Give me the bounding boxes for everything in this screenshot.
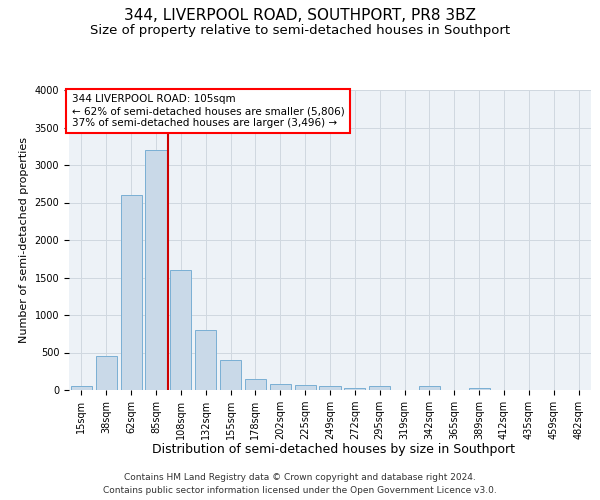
Text: 344, LIVERPOOL ROAD, SOUTHPORT, PR8 3BZ: 344, LIVERPOOL ROAD, SOUTHPORT, PR8 3BZ xyxy=(124,8,476,22)
Bar xyxy=(270,384,291,390)
Text: Contains HM Land Registry data © Crown copyright and database right 2024.: Contains HM Land Registry data © Crown c… xyxy=(124,472,476,482)
Text: Contains public sector information licensed under the Open Government Licence v3: Contains public sector information licen… xyxy=(103,486,497,495)
Text: Distribution of semi-detached houses by size in Southport: Distribution of semi-detached houses by … xyxy=(152,442,515,456)
Bar xyxy=(245,379,266,390)
Bar xyxy=(145,150,167,390)
Text: 344 LIVERPOOL ROAD: 105sqm
← 62% of semi-detached houses are smaller (5,806)
37%: 344 LIVERPOOL ROAD: 105sqm ← 62% of semi… xyxy=(71,94,344,128)
Bar xyxy=(170,270,191,390)
Bar xyxy=(96,356,117,390)
Bar xyxy=(195,330,216,390)
Y-axis label: Number of semi-detached properties: Number of semi-detached properties xyxy=(19,137,29,343)
Bar xyxy=(344,388,365,390)
Bar xyxy=(295,385,316,390)
Bar xyxy=(220,360,241,390)
Bar xyxy=(121,195,142,390)
Bar xyxy=(319,386,341,390)
Bar xyxy=(419,386,440,390)
Bar xyxy=(369,386,390,390)
Bar xyxy=(469,388,490,390)
Bar xyxy=(71,386,92,390)
Text: Size of property relative to semi-detached houses in Southport: Size of property relative to semi-detach… xyxy=(90,24,510,37)
